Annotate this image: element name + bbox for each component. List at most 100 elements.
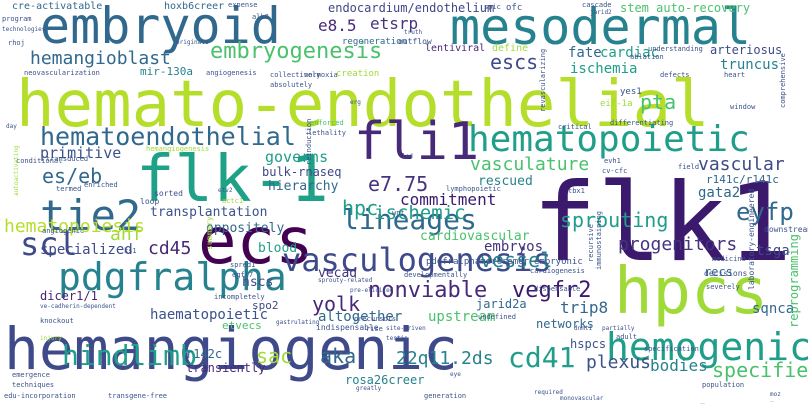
word-trip8: trip8 <box>560 298 609 317</box>
word-jumbled: jumbled <box>770 402 775 403</box>
word-sprouty-related: sprouty-related <box>318 277 373 284</box>
word-lineages: lineages <box>342 203 477 236</box>
word-fate: fate <box>568 45 602 61</box>
word-differentiating: differentiating <box>610 119 674 127</box>
word-hemangioblast: hemangioblast <box>30 48 171 69</box>
word-site-driven: site-driven <box>386 325 426 332</box>
word-embryonic: embryonic <box>534 257 583 267</box>
word-stem-auto-recovery: stem auto-recovery <box>620 1 751 15</box>
word-jarid2a: jarid2a <box>476 297 527 311</box>
word-define: define <box>492 43 529 54</box>
word-networks: networks <box>536 317 594 331</box>
word-collectively: collectively <box>270 71 321 79</box>
word-r141c-r141c: r141c/r141c <box>706 173 779 186</box>
word-reinduction: reinduction <box>305 118 313 165</box>
word-normoxia: normoxia <box>304 71 338 79</box>
word-summary: summary <box>205 216 214 250</box>
word-vasculature: vasculature <box>470 154 590 175</box>
word-precursors: precursors <box>354 315 397 323</box>
word-r142c: r142c <box>186 347 223 361</box>
word-sorted: sorted <box>154 189 183 198</box>
word-techniques: techniques <box>12 381 55 389</box>
word-creation: creation <box>336 69 380 79</box>
word-program: program <box>2 15 32 23</box>
word-enriched: enriched <box>84 181 118 189</box>
word-gastrulating: gastrulating <box>276 319 320 326</box>
word-cd45: cd45 <box>148 238 192 259</box>
word-reprogramming: reprogramming <box>787 234 801 328</box>
word-partially: partially <box>602 325 635 332</box>
word-jarid2: jarid2 <box>590 9 612 16</box>
word-spred1: spred1 <box>230 261 256 269</box>
word-required: required <box>534 389 563 396</box>
word-dicer1-1: dicer1/1 <box>40 289 98 303</box>
word-ve-cadherin-dependent: ve-cadherin-dependent <box>40 303 116 310</box>
word-specialized: specialized <box>40 242 133 258</box>
word-specifies: specifies <box>712 358 808 382</box>
word-vascular: vascular <box>698 154 785 175</box>
word-actc1: actc1 <box>222 197 244 205</box>
word-tbx1: tbx1 <box>568 187 585 195</box>
word-altogether: altogether <box>318 309 403 325</box>
word-escs: escs <box>490 50 539 74</box>
word-eyfp: eyfp <box>736 198 794 226</box>
word-recursive: recursive <box>587 224 595 262</box>
word-lentiviral: lentiviral <box>425 43 486 54</box>
word-outflow: outflow <box>398 37 432 46</box>
word-field: field <box>678 163 700 171</box>
word-aka: aka <box>320 344 357 368</box>
word-hematoendothelial: hematoendothelial <box>40 122 296 151</box>
word-hoxb6creer: hoxb6creer <box>164 1 225 12</box>
word-erg: erg <box>350 99 361 106</box>
word-severely: severely <box>706 283 740 291</box>
word-pre-elicited: pre-elicited <box>350 287 394 294</box>
word-rosa26creer: rosa26creer <box>345 373 425 387</box>
word-cre-activatable: cre-activatable <box>12 1 103 12</box>
word-undefined: undefined <box>478 313 516 321</box>
word-transduced: transduced <box>46 155 89 163</box>
word-vasculogenesis: vasculogenesis <box>282 241 552 279</box>
word-medicine: medicine <box>712 255 746 263</box>
word-comprehensive: comprehensive <box>779 53 787 108</box>
word-e8-5: e8.5 <box>318 16 357 35</box>
word-vegfr2: vegfr2 <box>512 278 592 303</box>
word-rescued: rescued <box>478 174 533 189</box>
word-etv2: etv2 <box>218 187 233 194</box>
word-loop: loop <box>140 197 160 206</box>
word-immunostaining: immunostaining <box>595 210 603 270</box>
word-defects: defects <box>660 71 690 79</box>
word-termed: termed <box>56 185 82 193</box>
word-flk1: flk1 <box>532 161 793 286</box>
word-technologies: technologies <box>2 26 46 33</box>
word-rhoj: rhoj <box>8 39 25 47</box>
word-22q11-2ds: 22q11.2ds <box>396 348 494 369</box>
word-yes1: yes1 <box>620 87 642 97</box>
word-critical: critical <box>558 123 592 131</box>
word-pdgfralphamercremer: pdgfralphamercremer <box>426 257 529 267</box>
word-hpcs: hpcs <box>614 255 769 329</box>
word-egfl7: egfl7 <box>232 271 254 279</box>
word-ofc: ofc <box>506 3 523 13</box>
word-ablation: ablation <box>630 53 664 61</box>
word-truncus: truncus <box>720 57 780 73</box>
word-incompletely: incompletely <box>214 293 265 301</box>
word-mir-130a: mir-130a <box>140 65 193 78</box>
word-spic: spic <box>484 3 501 11</box>
word-led: led <box>402 153 413 160</box>
word-haematopoietic: haematopoietic <box>150 307 269 323</box>
word-sac: sac <box>256 344 293 368</box>
word-ischemic: ischemic <box>374 202 466 224</box>
word-scl: scl <box>20 225 78 263</box>
word-transiently: transiently <box>186 361 266 375</box>
word-blood: blood <box>258 241 298 256</box>
word-ks1: ks1 <box>124 247 137 255</box>
word-tsga: tsga <box>756 243 790 259</box>
word-cascade: cascade <box>582 1 612 9</box>
word-decisions: decisions <box>704 269 748 278</box>
word-population: population <box>702 381 745 389</box>
word-originate: originate <box>176 39 209 46</box>
word-embryos: embryos <box>484 239 544 255</box>
word-dnmt1: dnmt1 <box>574 325 593 332</box>
word-hierarchy: hierarchy <box>268 179 339 194</box>
